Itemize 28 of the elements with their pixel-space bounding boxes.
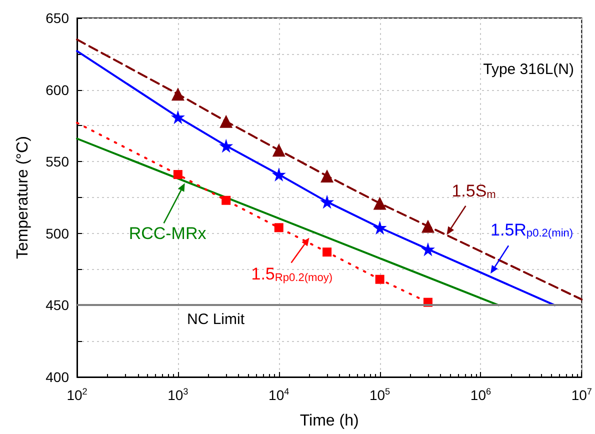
- y-tick-label: 400: [46, 369, 70, 385]
- point: [171, 88, 184, 101]
- annotation: 1.5Rp0.2(min): [490, 220, 574, 240]
- annotation: Type 316L(N): [483, 61, 574, 78]
- x-axis-title: Time (h): [300, 412, 359, 430]
- y-tick-label: 600: [46, 82, 70, 98]
- y-tick-label: 450: [46, 297, 70, 314]
- point: [322, 248, 332, 257]
- point: [421, 220, 434, 233]
- point: [272, 168, 286, 182]
- y-axis-title: Temperature (°C): [14, 136, 32, 259]
- y-tick-label: 500: [46, 225, 70, 242]
- point: [320, 169, 334, 182]
- point: [173, 170, 182, 180]
- point: [274, 223, 284, 232]
- annotation: RCC-MRx: [128, 224, 207, 244]
- point: [219, 138, 234, 153]
- point: [320, 194, 334, 209]
- ref-line-label: NC Limit: [187, 311, 246, 328]
- point: [222, 196, 231, 205]
- point: [272, 144, 286, 157]
- point: [420, 242, 435, 256]
- point: [220, 114, 233, 128]
- annotation: 1.5Sm: [452, 182, 496, 201]
- point: [170, 110, 185, 124]
- y-tick-label: 650: [46, 10, 70, 26]
- annotation: 1.5Rp0.2(moy): [251, 264, 333, 284]
- y-tick-label: 550: [46, 154, 70, 170]
